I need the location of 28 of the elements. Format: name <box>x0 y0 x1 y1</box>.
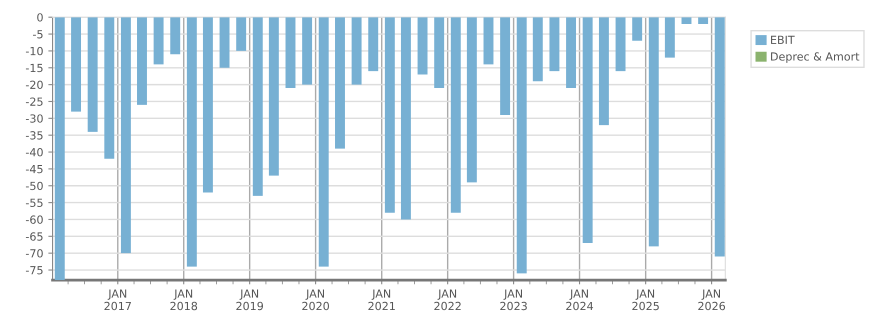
y-tick-label: -25 <box>26 97 43 106</box>
x-tick-label: JAN 2026 <box>698 290 726 310</box>
y-tick-label: -30 <box>26 114 43 123</box>
legend-label: EBIT <box>771 36 795 44</box>
y-tick-label: -45 <box>26 165 43 174</box>
x-tick-label: JAN 2018 <box>170 290 198 310</box>
x-tick-label: JAN 2024 <box>566 290 594 310</box>
y-tick-label: -10 <box>26 46 43 56</box>
y-tick-label: -35 <box>26 131 43 140</box>
x-tick-label: JAN 2019 <box>236 290 264 310</box>
y-tick-label: -15 <box>26 64 43 72</box>
y-tick-label: -55 <box>26 198 43 207</box>
x-tick-label: JAN 2023 <box>500 290 527 310</box>
y-tick-label: -65 <box>26 232 43 241</box>
x-tick-label: JAN 2021 <box>368 290 395 310</box>
y-tick-label: -50 <box>26 182 43 190</box>
y-tick-label: -5 <box>33 30 43 38</box>
y-tick-label: -70 <box>26 249 43 258</box>
legend-label: Deprec & Amort <box>771 52 860 63</box>
x-tick-label: JAN 2020 <box>302 290 329 310</box>
y-tick-label: -40 <box>26 148 43 156</box>
y-tick-label: 0 <box>37 13 43 22</box>
x-tick-label: JAN 2025 <box>632 290 659 310</box>
x-tick-label: JAN 2017 <box>104 290 131 310</box>
y-tick-label: -60 <box>26 215 43 224</box>
y-tick-label: -20 <box>26 80 43 90</box>
y-tick-label: -75 <box>26 266 43 274</box>
x-tick-label: JAN 2022 <box>434 290 461 310</box>
